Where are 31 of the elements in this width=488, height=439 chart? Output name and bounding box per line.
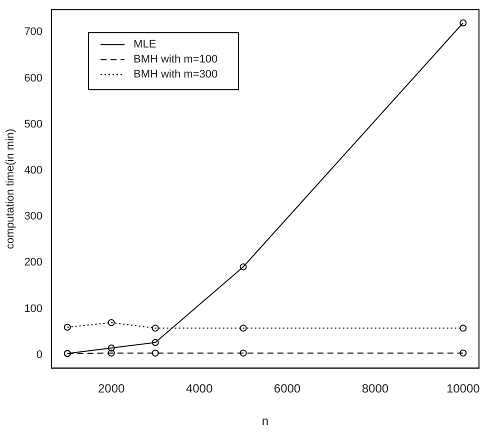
y-tick-label: 100 (24, 302, 43, 315)
point (108, 344, 115, 352)
legend-label: BMH with m=100 (134, 54, 218, 66)
point (460, 350, 467, 357)
x-tick-label: 6000 (274, 382, 301, 396)
point (64, 324, 71, 331)
y-tick-label: 400 (24, 164, 43, 176)
point (460, 19, 467, 26)
point (152, 338, 159, 346)
y-tick-label: 0 (36, 348, 43, 361)
point (152, 350, 159, 357)
x-tick-label: 8000 (362, 382, 389, 396)
point (240, 263, 247, 270)
legend-label: MLE (134, 38, 156, 51)
x-tick-label: 2000 (98, 382, 126, 396)
point (108, 319, 115, 326)
y-axis-title: computation time(in min) (4, 128, 17, 250)
y-tick-label: 600 (24, 72, 43, 84)
legend-label: BMH with m=300 (134, 68, 218, 81)
point (240, 350, 247, 357)
point (460, 324, 467, 332)
y-tick-label: 500 (24, 118, 43, 130)
point (240, 324, 247, 332)
x-axis-title: n (262, 414, 269, 428)
point (108, 350, 115, 357)
y-tick-label: 300 (24, 210, 43, 223)
x-tick-label: 4000 (186, 382, 213, 396)
y-tick-label: 200 (24, 256, 43, 269)
x-tick-label: 10000 (446, 382, 480, 396)
y-tick-label: 700 (24, 26, 43, 38)
point (152, 324, 159, 332)
